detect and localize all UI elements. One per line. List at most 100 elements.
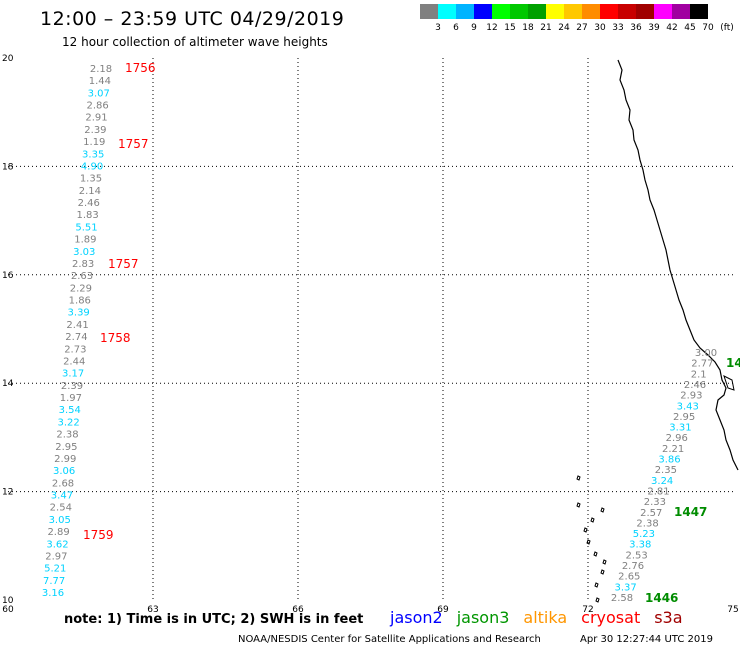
wave-height-label: 2.14 <box>79 186 101 197</box>
wave-height-label: 1.44 <box>89 76 111 87</box>
wave-height-label: 1.19 <box>83 137 105 148</box>
island <box>594 582 599 588</box>
wave-height-label: 2.97 <box>45 551 67 562</box>
wave-height-label: 3.47 <box>51 491 73 502</box>
wave-height-label: 1.86 <box>69 296 91 307</box>
legend-label: 18 <box>522 23 534 33</box>
wave-height-label: 1.83 <box>76 210 98 221</box>
satellite-name: s3a <box>654 608 683 627</box>
island <box>602 559 607 565</box>
pass-time-label: 1447 <box>674 505 707 519</box>
wave-height-label: 2.99 <box>54 454 76 465</box>
wave-height-label: 2.38 <box>636 518 658 529</box>
legend-label: 27 <box>576 23 588 33</box>
x-tick-label: 60 <box>2 605 14 615</box>
legend-label: 36 <box>630 23 642 33</box>
x-tick-label: 72 <box>582 605 593 615</box>
wave-height-label: 2.83 <box>72 259 94 270</box>
wave-height-label: 2.54 <box>50 503 72 514</box>
pass-time-label: 14 <box>726 356 740 370</box>
y-tick-label: 10 <box>2 596 14 606</box>
legend-label: 12 <box>486 23 498 33</box>
legend-label: 15 <box>504 23 516 33</box>
x-tick-label: 75 <box>727 605 738 615</box>
wave-height-label: 3.43 <box>677 401 699 412</box>
wave-height-label: 4.90 <box>81 161 103 172</box>
wave-height-label: 2.81 <box>647 486 669 497</box>
wave-height-label: 2.68 <box>52 478 74 489</box>
wave-height-label: 1.35 <box>80 174 102 185</box>
y-tick-label: 14 <box>2 379 14 389</box>
wave-height-label: 2.21 <box>662 444 684 455</box>
page-subtitle: 12 hour collection of altimeter wave hei… <box>62 35 328 49</box>
page-title: 12:00 – 23:59 UTC 04/29/2019 <box>40 8 345 30</box>
pass-time-label: 1758 <box>100 331 131 345</box>
wave-height-label: 2.29 <box>70 283 92 294</box>
y-tick-label: 20 <box>2 54 14 64</box>
island <box>583 527 588 533</box>
island <box>593 551 598 557</box>
y-tick-label: 18 <box>2 162 14 172</box>
island <box>586 539 591 545</box>
wave-height-label: 2.33 <box>644 497 666 508</box>
legend-label: 30 <box>594 23 606 33</box>
wave-height-label: 3.22 <box>57 417 79 428</box>
satellite-name: jason3 <box>456 608 510 627</box>
satellite-name: altika <box>523 608 568 627</box>
wave-height-label: 2.38 <box>56 430 78 441</box>
pass-time-label: 1757 <box>118 137 149 151</box>
legend-label: 33 <box>612 23 624 33</box>
wave-height-label: 2.93 <box>680 391 702 402</box>
wave-height-label: 3.06 <box>53 466 75 477</box>
wave-height-label: 2.58 <box>611 593 633 604</box>
wave-height-label: 2.39 <box>84 125 106 136</box>
wave-height-label: 2.63 <box>71 271 93 282</box>
wave-height-label: 2.89 <box>47 527 69 538</box>
wave-height-label: 2.73 <box>64 344 86 355</box>
island <box>576 502 581 508</box>
pass-time-label: 1756 <box>125 61 156 75</box>
wave-height-label: 2.46 <box>684 380 706 391</box>
credit-line: NOAA/NESDIS Center for Satellite Applica… <box>238 634 541 645</box>
legend-label: 70 <box>702 23 714 33</box>
pass-time-label: 1759 <box>83 528 114 542</box>
wave-height-label: 2.95 <box>55 442 77 453</box>
wave-height-label: 1.89 <box>74 235 96 246</box>
legend-label: 9 <box>471 23 477 33</box>
wave-height-label: 3.37 <box>615 582 637 593</box>
island <box>590 517 595 523</box>
wave-height-label: 2.39 <box>61 381 83 392</box>
legend-label: 24 <box>558 23 570 33</box>
legend-swatch <box>690 4 709 19</box>
legend-label: 45 <box>684 23 696 33</box>
wave-height-label: 2.95 <box>673 412 695 423</box>
island <box>600 507 605 513</box>
wave-height-label: 3.35 <box>82 149 104 160</box>
legend-label: 6 <box>453 23 459 33</box>
wave-height-label: 2.91 <box>85 113 107 124</box>
wave-height-label: 2.53 <box>625 550 647 561</box>
wave-height-label: 3.86 <box>658 455 680 466</box>
island <box>576 475 581 481</box>
y-tick-label: 12 <box>2 488 13 498</box>
wave-height-label: 3.54 <box>59 405 81 416</box>
wave-height-label: 3.05 <box>49 515 71 526</box>
coastline-cape <box>723 375 735 391</box>
island <box>600 569 605 575</box>
satellite-name: jason2 <box>390 608 443 627</box>
wave-height-label: 2.76 <box>622 561 644 572</box>
wave-height-label: 3.16 <box>42 588 64 599</box>
wave-height-label: 3.03 <box>73 247 95 258</box>
coastline <box>617 59 739 471</box>
wave-height-label: 3.39 <box>68 308 90 319</box>
wave-height-label: 5.23 <box>633 529 655 540</box>
wave-height-label: 2.96 <box>666 433 688 444</box>
wave-height-label: 7.77 <box>43 576 65 587</box>
wave-height-label: 3.17 <box>62 369 84 380</box>
wave-height-label: 2.46 <box>78 198 100 209</box>
wave-height-label: 3.00 <box>695 348 717 359</box>
pass-time-label: 1446 <box>645 591 678 605</box>
wave-height-label: 2.18 <box>90 64 112 75</box>
wave-height-label: 2.74 <box>65 332 87 343</box>
